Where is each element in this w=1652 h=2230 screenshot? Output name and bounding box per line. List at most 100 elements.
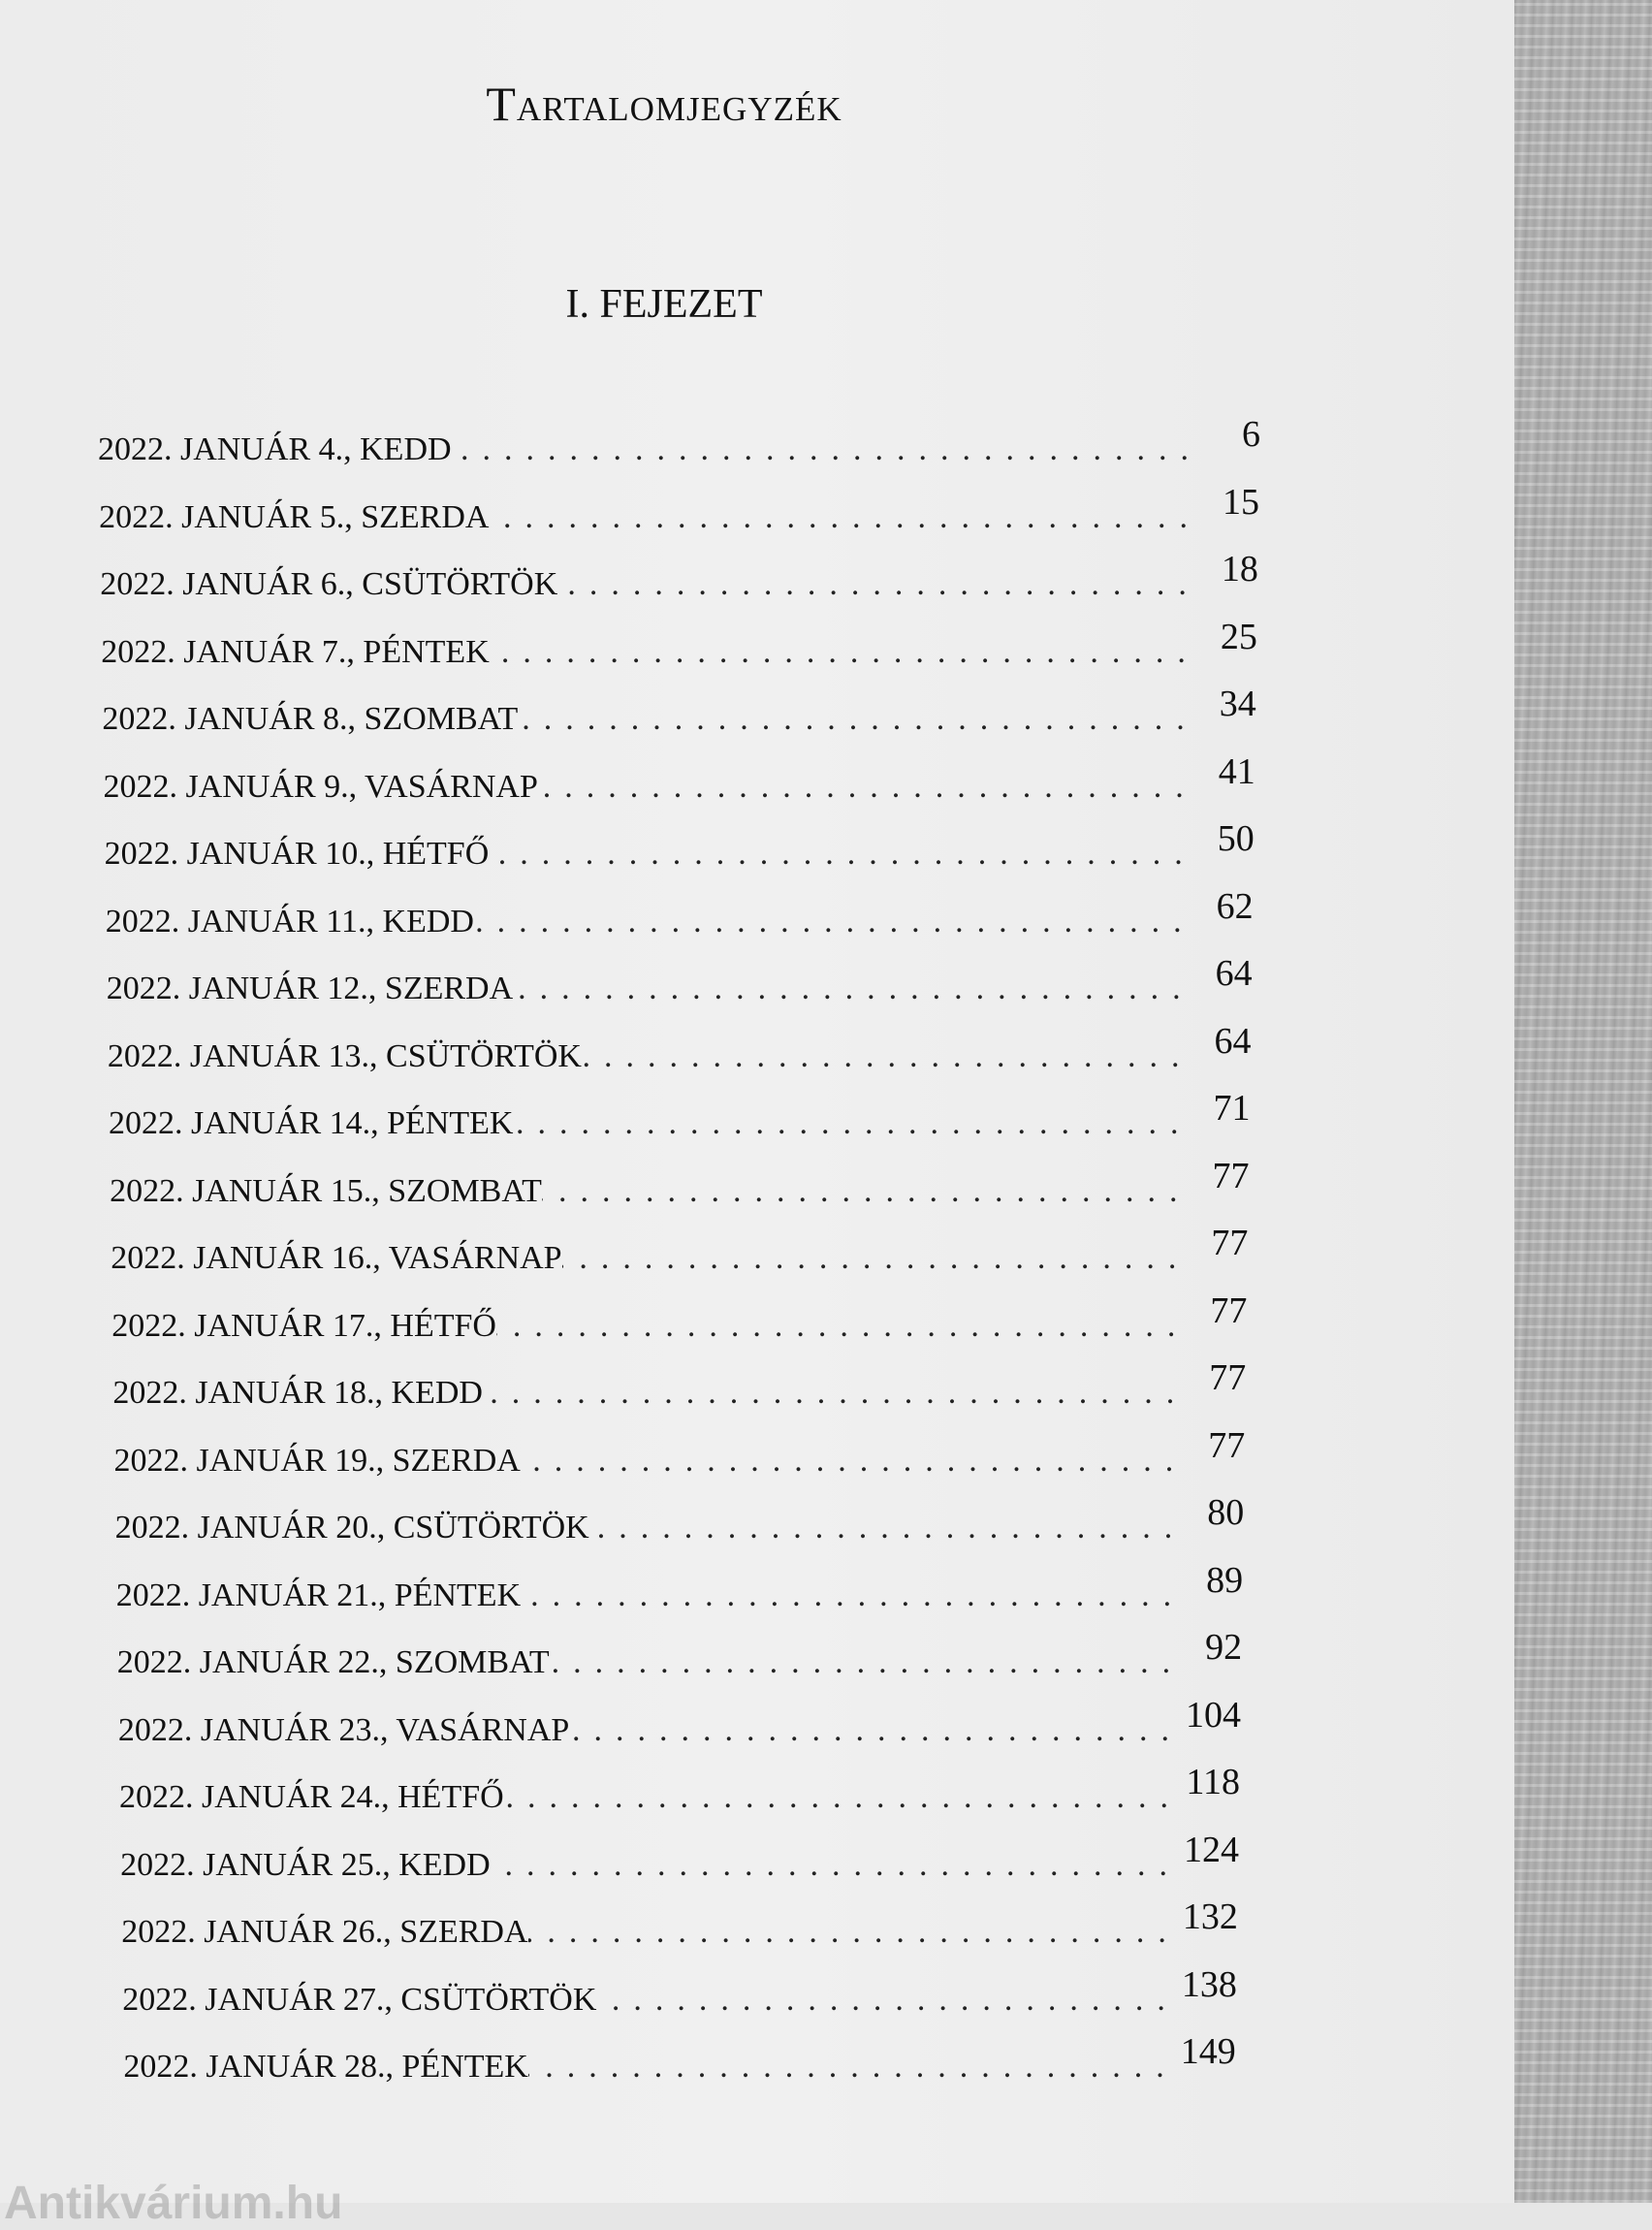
dot-leader: ........................................… [561,1240,1191,1276]
entry-label: 2022. JANUÁR 9., VASÁRNAP [103,768,538,805]
dot-leader: ........................................… [596,1981,1179,2018]
entry-label: 2022. JANUÁR 17., HÉTFŐ [111,1307,496,1344]
entry-page-number: 25 [1220,616,1257,657]
entry-page-number: 18 [1221,549,1258,589]
toc-entry: 2022. JANUÁR 21., PÉNTEK................… [115,1560,1243,1619]
entry-page-number: 104 [1186,1694,1242,1736]
toc-entry: 2022. JANUÁR 17., HÉTFŐ.................… [111,1290,1247,1350]
dot-leader: ........................................… [588,1510,1187,1545]
toc-entry: 2022. JANUÁR 18., KEDD..................… [112,1357,1246,1417]
dot-leader: ........................................… [527,2049,1178,2085]
entry-label: 2022. JANUÁR 18., KEDD [112,1375,483,1411]
dot-leader: ........................................… [504,1779,1182,1815]
toc-entry: 2022. JANUÁR 20., CSÜTÖRTÖK.............… [114,1492,1245,1551]
toc-entry: 2022. JANUÁR 13., CSÜTÖRTÖK.............… [107,1021,1252,1080]
entry-label: 2022. JANUÁR 16., VASÁRNAP [111,1240,562,1276]
entry-page-number: 89 [1206,1559,1244,1601]
dot-leader: ........................................… [452,431,1202,467]
entry-label: 2022. JANUÁR 8., SZOMBAT [102,701,519,737]
dot-leader: ........................................… [521,1577,1186,1613]
entry-page-number: 77 [1210,1290,1248,1331]
dot-leader: ........................................… [582,1037,1193,1074]
entry-page-number: 132 [1182,1896,1238,1937]
entry-page-number: 80 [1207,1492,1245,1533]
entry-page-number: 118 [1186,1762,1240,1802]
toc-entry: 2022. JANUÁR 7., PÉNTEK.................… [101,617,1257,676]
dot-leader: ........................................… [518,701,1198,737]
entry-page-number: 62 [1216,885,1254,927]
toc-entry: 2022. JANUÁR 23., VASÁRNAP..............… [117,1695,1241,1754]
toc-entry: 2022. JANUÁR 9., VASÁRNAP...............… [103,751,1255,811]
entry-label: 2022. JANUÁR 10., HÉTFŐ [104,836,490,872]
toc-entry: 2022. JANUÁR 24., HÉTFŐ.................… [119,1762,1240,1821]
toc-entry: 2022. JANUÁR 16., VASÁRNAP..............… [111,1223,1248,1282]
entry-label: 2022. JANUÁR 13., CSÜTÖRTÖK [107,1037,582,1074]
entry-page-number: 77 [1208,1424,1246,1466]
entry-label: 2022. JANUÁR 14., PÉNTEK [109,1105,514,1141]
dot-leader: ........................................… [538,768,1197,805]
dot-leader: ........................................… [521,1442,1188,1479]
dot-leader: ........................................… [513,971,1194,1006]
entry-page-number: 64 [1214,1020,1252,1062]
entry-page-number: 15 [1222,481,1259,523]
entry-label: 2022. JANUÁR 22., SZOMBAT [116,1644,550,1680]
toc-entry: 2022. JANUÁR 4., KEDD...................… [98,414,1260,473]
toc-entry: 2022. JANUÁR 10., HÉTFŐ.................… [104,818,1255,877]
dot-leader: ........................................… [496,1307,1190,1344]
dot-leader: ........................................… [483,1375,1189,1411]
entry-page-number: 92 [1205,1627,1243,1668]
toc-entry: 2022. JANUÁR 27., CSÜTÖRTÖK.............… [122,1964,1237,2023]
entry-label: 2022. JANUÁR 23., VASÁRNAP [117,1711,570,1748]
toc-entry: 2022. JANUÁR 19., SZERDA................… [113,1425,1246,1484]
entry-label: 2022. JANUÁR 25., KEDD [120,1846,491,1883]
toc-entry: 2022. JANUÁR 26., SZERDA................… [121,1896,1238,1956]
toc-entry: 2022. JANUÁR 8., SZOMBAT................… [102,684,1255,743]
dot-leader: ........................................… [474,903,1195,940]
entry-label: 2022. JANUÁR 19., SZERDA [113,1442,521,1479]
toc-entry: 2022. JANUÁR 25., KEDD..................… [120,1830,1239,1889]
dot-leader: ........................................… [489,498,1201,535]
toc-entry: 2022. JANUÁR 22., SZOMBAT...............… [116,1627,1242,1686]
toc-entry: 2022. JANUÁR 5., SZERDA.................… [99,482,1259,541]
dot-leader: ........................................… [549,1644,1185,1680]
chapter-heading: I. FEJEZET [565,282,763,327]
entry-label: 2022. JANUÁR 27., CSÜTÖRTÖK [122,1981,597,2018]
entry-label: 2022. JANUÁR 12., SZERDA [106,971,514,1006]
dot-leader: ........................................… [491,1846,1181,1883]
page-edge-background [1514,0,1652,2203]
entry-label: 2022. JANUÁR 11., KEDD [105,903,474,940]
entry-page-number: 64 [1215,953,1253,994]
entry-label: 2022. JANUÁR 7., PÉNTEK [101,633,490,670]
toc-entry: 2022. JANUÁR 15., SZOMBAT...............… [110,1156,1249,1215]
entry-page-number: 71 [1213,1088,1251,1129]
dot-leader: ........................................… [541,1172,1191,1209]
entry-page-number: 138 [1181,1963,1237,2005]
entry-label: 2022. JANUÁR 6., CSÜTÖRTÖK [100,566,558,602]
entry-page-number: 124 [1183,1829,1239,1870]
toc-entry: 2022. JANUÁR 14., PÉNTEK................… [109,1088,1251,1147]
entry-page-number: 6 [1242,414,1260,455]
dot-leader: ........................................… [489,836,1196,872]
dot-leader: ........................................… [513,1105,1192,1141]
entry-label: 2022. JANUÁR 5., SZERDA [99,498,490,535]
toc-entry: 2022. JANUÁR 6., CSÜTÖRTÖK..............… [100,549,1258,608]
watermark: Antikvárium.hu [4,2178,343,2229]
page-title: Tartalomjegyzék [486,77,842,131]
entry-page-number: 77 [1212,1155,1250,1196]
entry-page-number: 77 [1209,1357,1247,1398]
dot-leader: ........................................… [527,1914,1180,1950]
entry-label: 2022. JANUÁR 21., PÉNTEK [115,1577,522,1613]
entry-label: 2022. JANUÁR 28., PÉNTEK [123,2049,528,2085]
entry-label: 2022. JANUÁR 20., CSÜTÖRTÖK [114,1510,589,1545]
toc-entry: 2022. JANUÁR 11., KEDD..................… [105,886,1254,945]
entry-page-number: 34 [1219,684,1256,724]
entry-page-number: 149 [1180,2031,1236,2072]
dot-leader: ........................................… [490,633,1199,670]
book-page: Tartalomjegyzék I. FEJEZET 2022. JANUÁR … [0,0,1520,2229]
dot-leader: ........................................… [557,566,1200,602]
entry-label: 2022. JANUÁR 15., SZOMBAT [110,1172,542,1209]
entry-label: 2022. JANUÁR 24., HÉTFŐ [119,1779,504,1815]
entry-page-number: 77 [1211,1223,1249,1263]
toc-entry: 2022. JANUÁR 28., PÉNTEK................… [123,2031,1235,2090]
entry-page-number: 41 [1218,750,1255,792]
